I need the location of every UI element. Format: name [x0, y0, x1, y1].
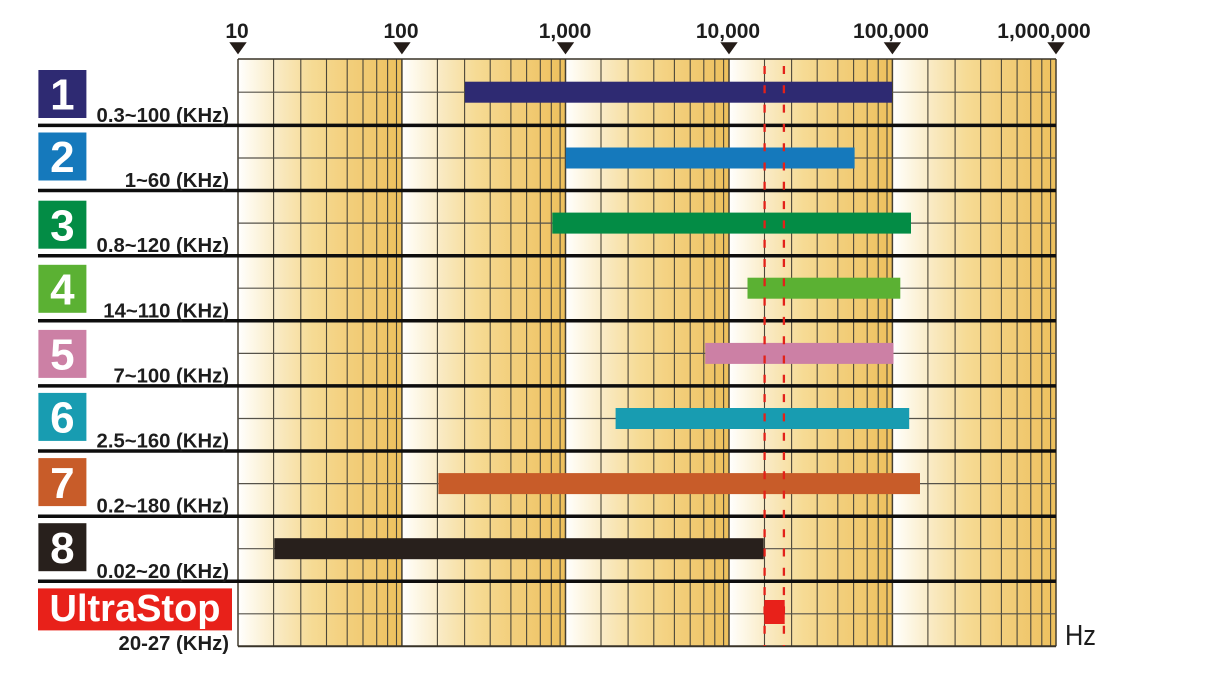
- svg-text:5: 5: [50, 331, 74, 380]
- svg-text:1,000: 1,000: [539, 20, 592, 43]
- svg-text:100,000: 100,000: [853, 20, 929, 43]
- svg-text:3: 3: [50, 201, 74, 250]
- svg-text:Hz: Hz: [1065, 620, 1096, 652]
- svg-text:10: 10: [225, 20, 248, 43]
- svg-text:100: 100: [383, 20, 418, 43]
- svg-text:20-27 (KHz): 20-27 (KHz): [119, 633, 229, 655]
- svg-text:1,000,000: 1,000,000: [997, 20, 1090, 43]
- svg-text:0.3~100 (KHz): 0.3~100 (KHz): [97, 105, 229, 127]
- svg-text:UltraStop: UltraStop: [50, 588, 221, 630]
- svg-text:14~110 (KHz): 14~110 (KHz): [103, 300, 229, 322]
- svg-text:10,000: 10,000: [696, 20, 760, 43]
- svg-text:0.02~20 (KHz): 0.02~20 (KHz): [97, 561, 229, 583]
- svg-text:8: 8: [50, 524, 74, 573]
- svg-text:0.2~180 (KHz): 0.2~180 (KHz): [97, 496, 229, 518]
- svg-text:1: 1: [50, 71, 74, 120]
- svg-text:7: 7: [50, 459, 74, 508]
- svg-text:6: 6: [50, 394, 74, 443]
- svg-text:1~60 (KHz): 1~60 (KHz): [125, 170, 229, 192]
- svg-text:0.8~120 (KHz): 0.8~120 (KHz): [97, 235, 229, 257]
- svg-text:2.5~160 (KHz): 2.5~160 (KHz): [97, 431, 229, 453]
- svg-text:2: 2: [50, 133, 74, 182]
- svg-text:4: 4: [50, 266, 75, 315]
- svg-text:7~100 (KHz): 7~100 (KHz): [113, 365, 229, 387]
